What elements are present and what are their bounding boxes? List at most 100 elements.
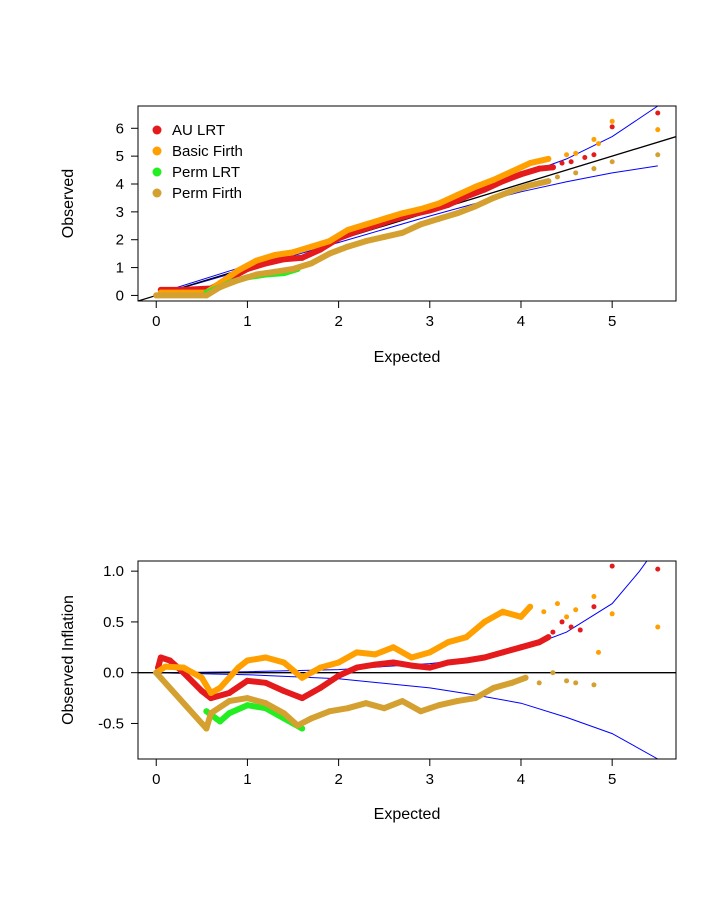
qq-y-tick-label-6: 6 [116,120,124,137]
qq-point-perm-firth-18 [508,187,515,194]
inflation-y-tick-label-2: 0.5 [103,614,124,631]
qq-tail-point-au-lrt-1 [568,159,574,165]
qq-point-perm-firth-19 [527,182,534,189]
qq-x-tick-label-3: 3 [426,313,434,330]
inflation-point-perm-firth-13 [399,698,406,705]
legend-marker-perm-lrt [152,167,162,177]
inflation-point-basic-firth-13 [353,649,360,656]
qq-point-basic-firth-9 [326,238,333,245]
qq-point-perm-firth-1 [203,292,210,299]
inflation-series-perm-lrt [203,702,306,732]
inflation-tail-point-au-lrt-0 [550,629,556,635]
qq-tail-point-perm-firth-3 [609,159,615,165]
inflation-point-au-lrt-6 [226,690,233,696]
inflation-tail-point-basic-firth-6 [609,611,615,617]
qq-tail-point-au-lrt-5 [655,110,661,116]
qq-point-perm-firth-9 [344,243,351,250]
inflation-point-perm-firth-1 [203,725,210,732]
inflation-series-group [153,563,661,732]
inflation-tail-point-basic-firth-4 [591,594,597,600]
qq-point-basic-firth-6 [271,252,278,259]
qq-point-basic-firth-7 [290,249,297,256]
inflation-point-au-lrt-7 [244,677,251,684]
inflation-point-au-lrt-13 [353,664,360,671]
inflation-tail-point-perm-firth-1 [550,670,556,676]
inflation-point-basic-firth-18 [445,639,452,646]
inflation-point-au-lrt-4 [198,687,205,694]
inflation-tail-point-au-lrt-5 [609,563,615,569]
inflation-point-perm-firth-19 [508,679,515,686]
qq-point-perm-firth-5 [271,268,278,275]
inflation-point-perm-firth-15 [435,702,442,709]
inflation-tail-point-au-lrt-2 [568,624,574,630]
inflation-tail-point-perm-firth-3 [573,680,579,686]
qq-tail-point-basic-firth-2 [591,136,597,142]
inflation-point-perm-firth-6 [280,710,287,717]
qq-tail-point-au-lrt-3 [591,152,597,158]
inflation-point-perm-firth-3 [226,698,233,705]
qq-tail-point-perm-firth-0 [554,174,560,180]
inflation-series-au-lrt [155,563,661,702]
qq-point-basic-firth-14 [417,206,424,213]
inflation-point-basic-firth-1 [162,663,169,670]
inflation-point-perm-firth-10 [344,705,351,712]
qq-tail-point-basic-firth-5 [655,127,661,133]
inflation-tail-point-basic-firth-0 [541,609,547,615]
inflation-tail-point-perm-firth-0 [536,680,542,686]
qq-point-au-lrt-21 [549,164,556,171]
qq-x-tick-label-4: 4 [517,313,525,330]
inflation-point-perm-firth-8 [308,715,315,722]
inflation-point-basic-firth-17 [426,649,433,656]
inflation-point-au-lrt-14 [372,661,379,668]
inflation-y-tick-label-0: -0.5 [98,715,124,732]
inflation-point-au-lrt-2 [166,657,173,664]
inflation-y-tick-label-3: 1.0 [103,563,124,580]
qq-plot: 0 1 2 3 4 5 0 1 2 3 4 5 6 Expected Observed AU LRT B… [60,105,677,366]
inflation-x-axis-label: Expected [374,806,441,823]
qq-tail-point-au-lrt-0 [559,160,565,166]
inflation-x-tick-label-3: 3 [426,771,434,788]
inflation-point-au-lrt-20 [481,654,488,661]
inflation-point-au-lrt-24 [545,634,552,641]
qq-point-perm-firth-17 [490,194,497,201]
inflation-point-basic-firth-11 [317,664,324,671]
qq-point-perm-firth-6 [290,265,297,272]
qq-point-perm-firth-10 [362,238,369,245]
inflation-point-basic-firth-10 [299,674,306,681]
inflation-point-perm-firth-16 [454,698,461,705]
inflation-y-axis-label: Observed Inflation [60,595,77,725]
inflation-point-au-lrt-8 [262,679,269,686]
qq-y-tick-label-2: 2 [116,232,124,249]
inflation-point-perm-firth-18 [490,684,497,691]
inflation-point-basic-firth-22 [517,613,524,620]
inflation-x-tick-label-4: 4 [517,771,525,788]
inflation-y-tick-label-1: 0.0 [103,665,124,682]
inflation-tail-point-basic-firth-2 [564,614,570,620]
qq-point-perm-firth-4 [253,271,260,278]
inflation-tail-point-au-lrt-4 [591,604,597,610]
qq-axis-ticks: 0 1 2 3 4 5 0 1 2 3 4 5 6 [116,120,617,330]
qq-point-basic-firth-12 [381,215,388,222]
legend-label-au-lrt: AU LRT [172,122,225,139]
qq-point-perm-firth-20 [545,178,552,185]
qq-point-perm-firth-16 [472,203,479,210]
inflation-tail-point-perm-firth-4 [591,682,597,688]
qq-point-perm-firth-15 [454,210,461,217]
inflation-point-au-lrt-1 [157,654,164,661]
inflation-tail-point-basic-firth-1 [554,601,560,607]
inflation-point-basic-firth-16 [408,654,415,661]
inflation-point-au-lrt-22 [517,644,524,651]
inflation-point-au-lrt-10 [299,695,306,702]
qq-point-basic-firth-16 [454,192,461,199]
qq-tail-point-basic-firth-0 [564,152,570,158]
inflation-point-au-lrt-19 [463,657,470,664]
inflation-x-tick-label-1: 1 [243,771,251,788]
inflation-tail-point-au-lrt-1 [559,619,565,625]
qq-series-group [153,110,661,299]
qq-point-basic-firth-11 [362,221,369,228]
qq-point-basic-firth-13 [399,210,406,217]
inflation-plot: 0 1 2 3 4 5 -0.5 0.0 0.5 1.0 Expected Observed In… [60,560,677,823]
inflation-point-basic-firth-21 [499,608,506,615]
qq-plot-frame [137,105,677,302]
inflation-x-tick-label-2: 2 [334,771,342,788]
